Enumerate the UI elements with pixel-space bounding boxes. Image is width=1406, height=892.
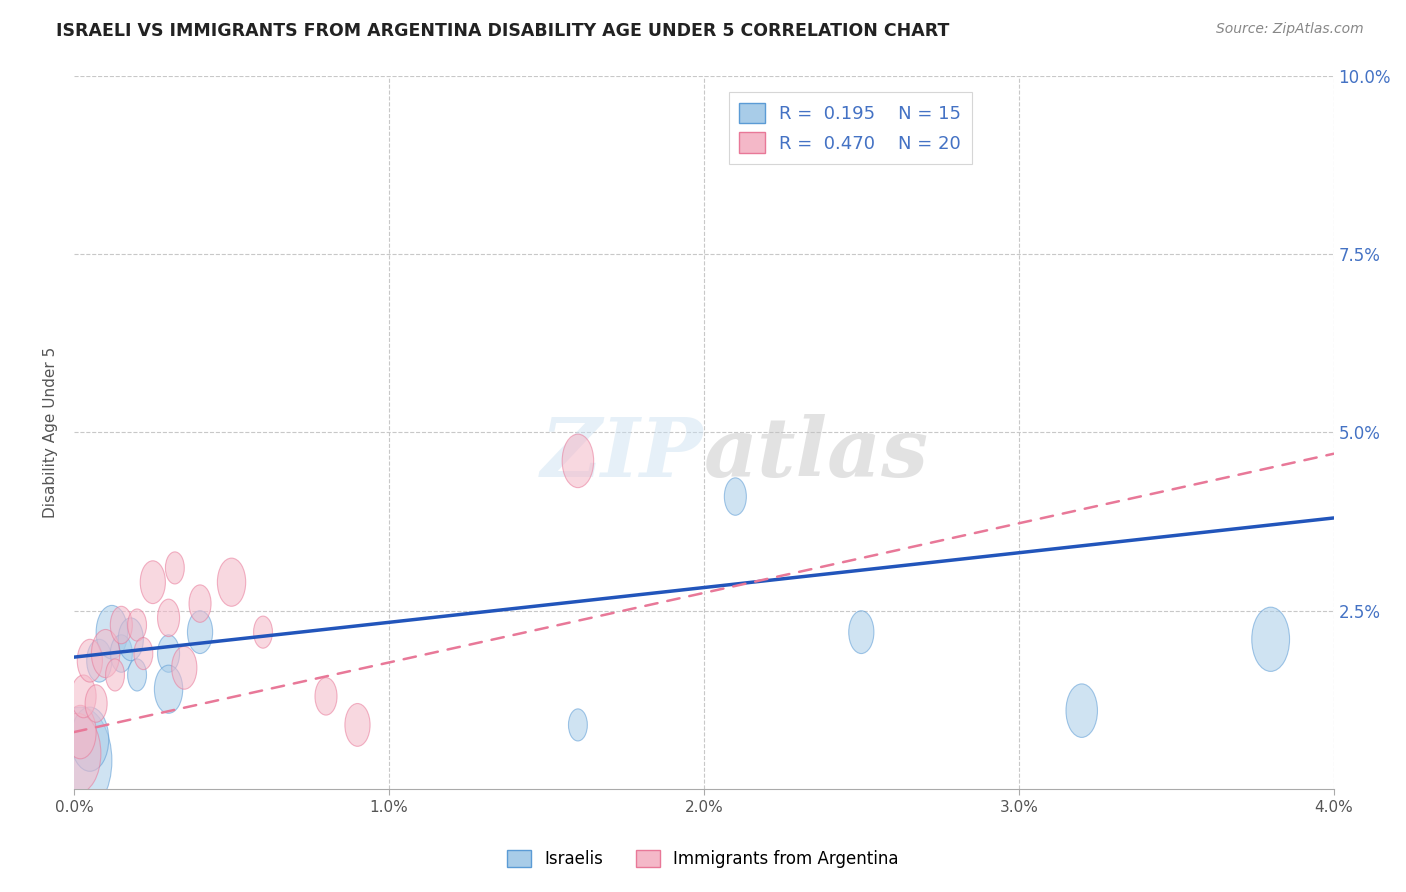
- Ellipse shape: [1066, 684, 1098, 738]
- Ellipse shape: [253, 616, 273, 648]
- Text: ZIP: ZIP: [541, 414, 704, 494]
- Ellipse shape: [157, 635, 180, 673]
- Ellipse shape: [562, 434, 593, 488]
- Ellipse shape: [70, 675, 96, 718]
- Ellipse shape: [172, 647, 197, 690]
- Ellipse shape: [187, 611, 212, 654]
- Ellipse shape: [110, 635, 132, 673]
- Ellipse shape: [91, 630, 120, 678]
- Ellipse shape: [568, 709, 588, 741]
- Ellipse shape: [188, 585, 211, 623]
- Ellipse shape: [118, 618, 143, 661]
- Ellipse shape: [70, 707, 108, 772]
- Ellipse shape: [110, 607, 132, 644]
- Ellipse shape: [157, 599, 180, 637]
- Ellipse shape: [344, 704, 370, 747]
- Ellipse shape: [849, 611, 875, 654]
- Legend: R =  0.195    N = 15, R =  0.470    N = 20: R = 0.195 N = 15, R = 0.470 N = 20: [728, 92, 972, 164]
- Ellipse shape: [96, 606, 128, 659]
- Ellipse shape: [141, 561, 166, 604]
- Ellipse shape: [315, 678, 337, 715]
- Ellipse shape: [105, 659, 125, 691]
- Ellipse shape: [724, 478, 747, 516]
- Text: Source: ZipAtlas.com: Source: ZipAtlas.com: [1216, 22, 1364, 37]
- Ellipse shape: [53, 714, 101, 794]
- Ellipse shape: [166, 552, 184, 584]
- Y-axis label: Disability Age Under 5: Disability Age Under 5: [44, 347, 58, 518]
- Ellipse shape: [49, 707, 112, 814]
- Ellipse shape: [218, 558, 246, 607]
- Text: ISRAELI VS IMMIGRANTS FROM ARGENTINA DISABILITY AGE UNDER 5 CORRELATION CHART: ISRAELI VS IMMIGRANTS FROM ARGENTINA DIS…: [56, 22, 949, 40]
- Ellipse shape: [155, 665, 183, 714]
- Ellipse shape: [128, 659, 146, 691]
- Legend: Israelis, Immigrants from Argentina: Israelis, Immigrants from Argentina: [501, 843, 905, 875]
- Ellipse shape: [65, 706, 96, 759]
- Ellipse shape: [77, 640, 103, 682]
- Ellipse shape: [128, 609, 146, 641]
- Ellipse shape: [86, 685, 107, 723]
- Ellipse shape: [134, 638, 153, 670]
- Ellipse shape: [1251, 607, 1289, 672]
- Text: atlas: atlas: [704, 414, 929, 494]
- Ellipse shape: [87, 640, 112, 682]
